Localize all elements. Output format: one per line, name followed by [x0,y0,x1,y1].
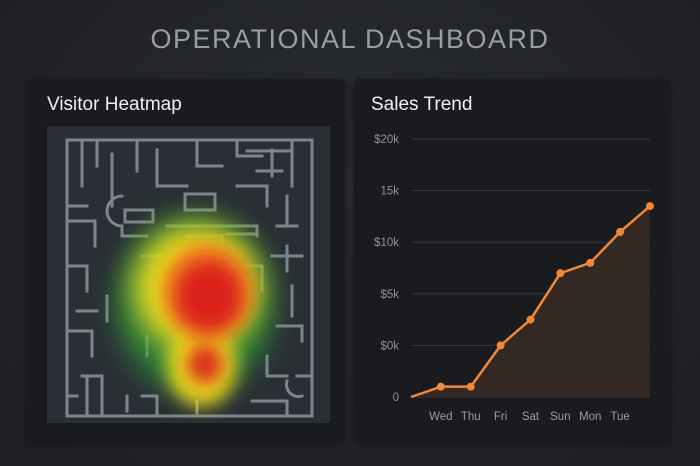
sales-trend-panel: Sales Trend 0 $0k $5k $10k 15k $20k Wed Thu Fri S… [354,79,670,441]
y-tick-label: $5k [380,289,399,301]
sales-point [526,315,535,324]
sales-point [436,382,445,391]
x-tick-label: Sat [522,411,540,423]
y-tick-label: $20k [374,134,399,146]
sales-point [586,258,595,267]
y-tick-label: 0 [393,392,399,404]
y-tick-label: $10k [374,237,399,249]
heatmap-panel-title: Visitor Heatmap [47,94,182,115]
sales-point [496,341,505,350]
sales-point [646,202,654,211]
visitor-heatmap-panel: Visitor Heatmap [28,79,345,441]
sales-point [616,227,625,236]
sales-point [556,269,565,278]
sales-area [411,206,650,397]
sales-trend-chart: 0 $0k $5k $10k 15k $20k Wed Thu Fri Sat Sun Mon Tue [374,134,654,423]
y-tick-label: 15k [380,186,399,198]
sales-point [466,382,475,391]
x-tick-label: Wed [429,411,452,423]
x-tick-label: Sun [550,411,570,423]
x-tick-label: Thu [461,411,481,423]
y-tick-label: $0k [380,340,399,352]
x-tick-label: Tue [610,411,629,423]
x-tick-label: Mon [579,411,601,423]
dashboard-title: OPERATIONAL DASHBOARD [150,24,550,54]
heat-overlay [117,216,273,406]
floor-plan-map [65,138,314,418]
x-tick-label: Fri [494,411,507,423]
sales-panel-title: Sales Trend [371,94,473,115]
visitor-heatmap[interactable] [47,126,330,423]
